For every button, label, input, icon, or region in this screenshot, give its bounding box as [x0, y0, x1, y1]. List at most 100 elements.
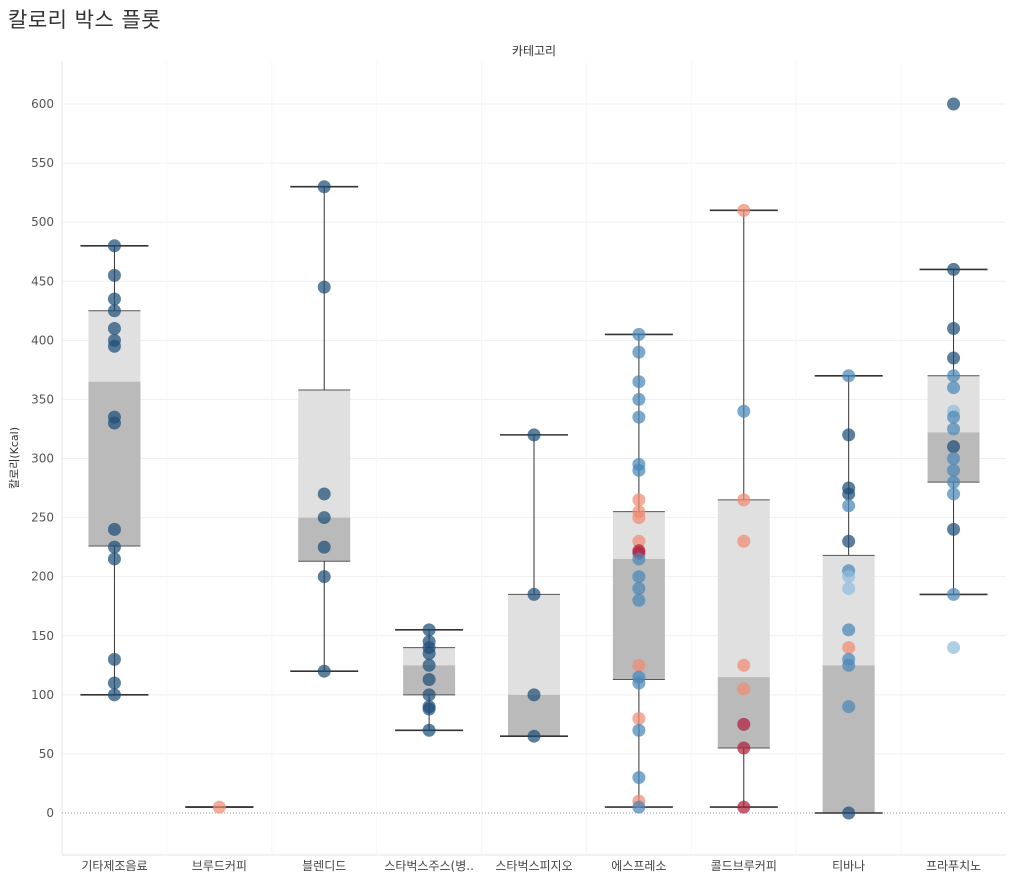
data-point: [317, 570, 331, 584]
data-point: [632, 570, 646, 584]
y-tick-label: 200: [31, 570, 54, 584]
data-point: [842, 658, 856, 672]
data-point: [947, 463, 961, 477]
data-point: [632, 534, 646, 548]
data-point: [317, 180, 331, 194]
data-point: [632, 711, 646, 725]
data-point: [947, 410, 961, 424]
category-label: 티바나: [832, 859, 865, 873]
data-point: [737, 658, 751, 672]
data-point: [632, 771, 646, 785]
data-point: [527, 587, 541, 601]
y-tick-label: 100: [31, 688, 54, 702]
y-tick-label: 550: [31, 156, 54, 170]
y-tick-label: 150: [31, 629, 54, 643]
data-point: [737, 203, 751, 217]
data-point: [107, 304, 121, 318]
data-point: [947, 452, 961, 465]
data-point: [842, 700, 856, 714]
data-point: [947, 351, 961, 365]
data-point: [737, 741, 751, 755]
data-point: [527, 729, 541, 743]
data-point: [317, 664, 331, 678]
data-point: [632, 345, 646, 359]
category-label: 스타벅스피지오: [495, 859, 572, 873]
data-point: [842, 534, 856, 548]
data-point: [317, 280, 331, 294]
data-point: [842, 806, 856, 820]
data-point: [632, 581, 646, 595]
data-point: [947, 262, 961, 276]
category-label: 기타제조음료: [81, 859, 147, 873]
data-point: [842, 487, 856, 501]
data-point: [737, 493, 751, 507]
data-point: [107, 239, 121, 253]
data-point: [947, 522, 961, 536]
data-point: [632, 676, 646, 690]
data-point: [632, 392, 646, 406]
y-tick-label: 50: [39, 747, 54, 761]
data-point: [947, 487, 961, 501]
data-point: [107, 416, 121, 430]
y-tick-label: 350: [31, 392, 54, 406]
data-point: [107, 652, 121, 666]
data-point: [632, 327, 646, 341]
box-lower: [88, 381, 141, 546]
category-label: 프라푸치노: [926, 859, 981, 873]
y-tick-label: 300: [31, 452, 54, 466]
data-point: [422, 672, 436, 686]
data-point: [107, 688, 121, 702]
box-upper: [508, 594, 560, 695]
data-point: [947, 641, 961, 655]
category-label: 에스프레소: [611, 859, 666, 873]
data-point: [632, 800, 646, 814]
data-point: [947, 369, 961, 383]
data-point: [842, 499, 856, 513]
data-point: [632, 493, 646, 507]
data-point: [107, 522, 121, 536]
data-point: [842, 641, 856, 655]
data-point: [107, 268, 121, 282]
data-point: [632, 723, 646, 737]
data-point: [947, 97, 961, 111]
box-lower: [298, 517, 351, 562]
data-point: [737, 800, 751, 814]
data-point: [947, 587, 961, 601]
data-point: [422, 623, 436, 637]
data-point: [842, 428, 856, 442]
data-point: [632, 375, 646, 389]
data-point: [947, 322, 961, 336]
data-point: [107, 292, 121, 306]
data-point: [737, 717, 751, 731]
data-point: [737, 404, 751, 418]
data-point: [422, 658, 436, 672]
data-point: [422, 688, 436, 702]
category-label: 스타벅스주스(병..: [384, 859, 474, 873]
data-point: [947, 440, 961, 454]
data-point: [422, 702, 436, 716]
data-point: [842, 581, 856, 595]
data-point: [107, 552, 121, 566]
data-point: [107, 540, 121, 554]
data-point: [317, 540, 331, 554]
category-label: 콜드브루커피: [711, 859, 777, 873]
data-point: [842, 570, 856, 584]
y-tick-label: 450: [31, 274, 54, 288]
data-point: [422, 723, 436, 737]
data-point: [947, 422, 961, 436]
data-point: [842, 623, 856, 637]
data-point: [632, 463, 646, 477]
data-point: [212, 800, 226, 814]
box-lower: [822, 665, 875, 813]
y-tick-label: 250: [31, 511, 54, 525]
y-tick-label: 400: [31, 333, 54, 347]
data-point: [632, 552, 646, 566]
data-point: [317, 487, 331, 501]
data-point: [632, 410, 646, 424]
data-point: [737, 534, 751, 548]
data-point: [737, 682, 751, 696]
data-point: [632, 511, 646, 525]
data-point: [527, 688, 541, 702]
box-lower: [508, 694, 560, 737]
